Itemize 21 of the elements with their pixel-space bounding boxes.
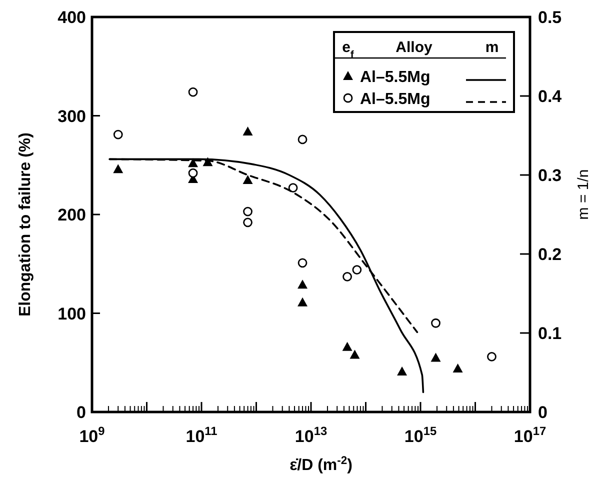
y2-tick-label: 0.2 (538, 245, 562, 264)
x-axis-title: ε̇/D (m$^{-2}$) (290, 455, 352, 474)
y2-tick-label: 0.4 (538, 87, 562, 106)
legend-label: Al–5.5Mg (360, 69, 430, 86)
x-tick-label: 10$^{17}$ (514, 424, 546, 446)
x-tick-label: 10$^{13}$ (294, 424, 328, 446)
y2-tick-label: 0.1 (538, 324, 562, 343)
x-tick-label: 10$^{11}$ (186, 424, 218, 446)
y-tick-label: 200 (58, 206, 86, 224)
y2-tick-label: 0 (538, 403, 548, 422)
y-tick-label: 0 (76, 403, 86, 422)
y2-tick-label: 0.5 (538, 8, 562, 27)
y-tick-label: 300 (58, 106, 86, 126)
y2-axis-title: m = 1/n (575, 169, 592, 220)
legend-label: Al–5.5Mg (360, 91, 430, 108)
y-axis-title: Elongation to failure (%) (17, 132, 34, 316)
y-tick-label: 400 (58, 8, 86, 27)
y2-tick-label: 0.3 (538, 166, 562, 185)
x-tick-label: 10$^{9}$ (79, 424, 106, 446)
x-tick-label: 10$^{15}$ (404, 424, 437, 446)
y-tick-label: 100 (58, 304, 86, 324)
